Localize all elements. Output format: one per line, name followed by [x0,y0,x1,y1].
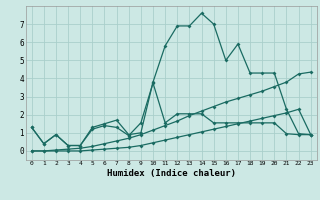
X-axis label: Humidex (Indice chaleur): Humidex (Indice chaleur) [107,169,236,178]
